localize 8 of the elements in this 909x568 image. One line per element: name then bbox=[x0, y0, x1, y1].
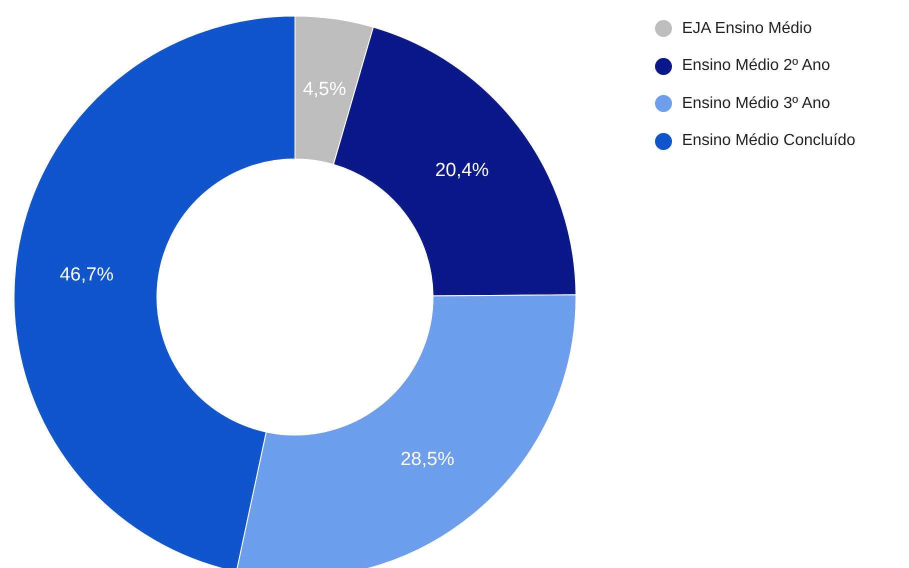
data-label: 20,4% bbox=[435, 160, 490, 182]
data-label: 4,5% bbox=[302, 79, 346, 100]
legend-label: EJA Ensino Médio bbox=[682, 20, 812, 38]
data-label: 46,7% bbox=[60, 264, 114, 286]
data-label: 28,5% bbox=[400, 448, 454, 470]
legend-label: Ensino Médio Concluído bbox=[682, 132, 856, 150]
legend-label: Ensino Médio 2º Ano bbox=[682, 57, 830, 76]
legend-label: Ensino Médio 3º Ano bbox=[682, 94, 830, 113]
